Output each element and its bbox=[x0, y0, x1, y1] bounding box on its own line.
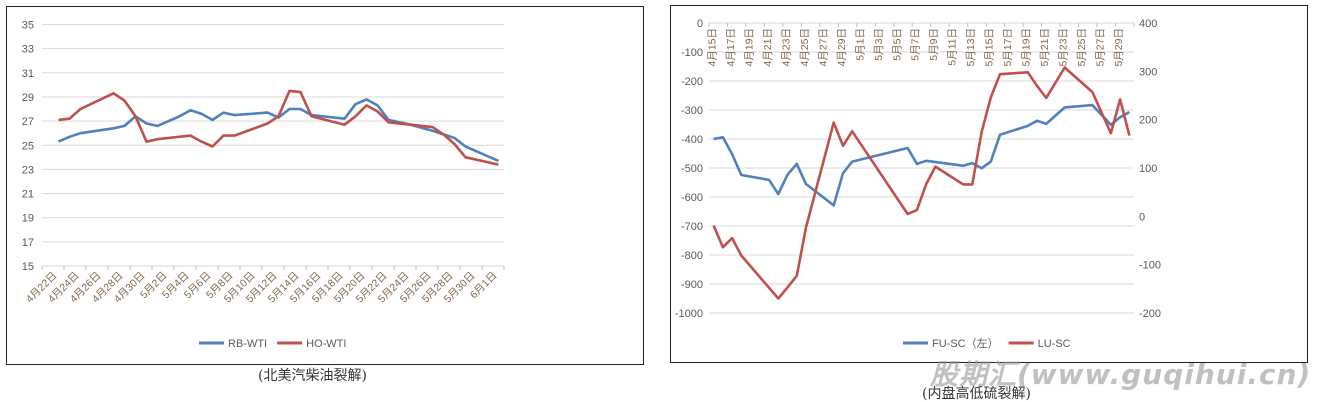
x-tick-label: 4月27日 bbox=[817, 28, 829, 67]
legend-label: HO-WTI bbox=[306, 338, 346, 350]
y-left-tick-label: -200 bbox=[681, 76, 703, 88]
x-tick-label: 5月1日 bbox=[854, 28, 866, 61]
x-tick-label: 5月9日 bbox=[928, 28, 940, 61]
y-tick-label: 25 bbox=[22, 140, 34, 152]
y-left-tick-label: -900 bbox=[681, 279, 703, 291]
y-left-tick-label: -400 bbox=[681, 134, 703, 146]
y-left-tick-label: -700 bbox=[681, 221, 703, 233]
y-left-tick-label: -500 bbox=[681, 163, 703, 175]
y-tick-label: 27 bbox=[22, 116, 34, 128]
x-tick-label: 5月21日 bbox=[1039, 28, 1051, 67]
x-tick-label: 5月23日 bbox=[1058, 28, 1070, 67]
y-right-tick-label: 0 bbox=[1139, 211, 1145, 223]
x-tick-label: 5月19日 bbox=[1021, 28, 1033, 67]
y-tick-label: 17 bbox=[22, 237, 34, 249]
y-right-tick-label: 100 bbox=[1139, 163, 1157, 175]
x-tick-label: 5月3日 bbox=[873, 28, 885, 61]
x-tick-label: 5月27日 bbox=[1095, 28, 1107, 67]
y-left-tick-label: 0 bbox=[697, 18, 703, 30]
y-right-tick-label: 400 bbox=[1139, 18, 1157, 30]
y-tick-label: 21 bbox=[22, 189, 34, 201]
y-left-tick-label: -100 bbox=[681, 47, 703, 59]
line-chart-north-america-cracks: 15171921232527293133354月22日4月24日4月26日4月2… bbox=[22, 20, 505, 350]
x-tick-label: 4月21日 bbox=[762, 28, 774, 67]
y-left-tick-label: -800 bbox=[681, 250, 703, 262]
x-tick-label: 4月25日 bbox=[799, 28, 811, 67]
chart-caption: (北美汽柴油裂解) bbox=[258, 368, 367, 384]
y-tick-label: 15 bbox=[22, 261, 34, 273]
y-tick-label: 31 bbox=[22, 68, 34, 80]
legend-label: LU-SC bbox=[1038, 338, 1071, 350]
y-left-tick-label: -600 bbox=[681, 192, 703, 204]
legend-label: FU-SC（左） bbox=[932, 337, 999, 350]
watermark-logo: 股期汇(www.guqihui.cn) bbox=[930, 358, 1312, 391]
x-tick-label: 4月23日 bbox=[780, 28, 792, 67]
line-chart-domestic-sulfur-cracks: 0 -100 -200 -300 -400 -500 -600 -700 -800 -900 -10… bbox=[675, 18, 1161, 350]
legend-label: RB-WTI bbox=[228, 338, 267, 350]
y-tick-label: 35 bbox=[22, 20, 34, 32]
chart-caption: (内盘高低硫裂解) bbox=[922, 386, 1031, 402]
y-right-tick-label: 200 bbox=[1139, 115, 1157, 127]
chart-panel-domestic-sulfur-cracks: 0 -100 -200 -300 -400 -500 -600 -700 -800 -900 -10… bbox=[670, 5, 1308, 363]
x-tick-label: 5月15日 bbox=[984, 28, 996, 67]
y-left-tick-label: -1000 bbox=[675, 308, 703, 320]
x-tick-label: 4月15日 bbox=[706, 28, 718, 67]
x-tick-label: 5月17日 bbox=[1002, 28, 1014, 67]
x-tick-label: 5月5日 bbox=[891, 28, 903, 61]
x-tick-label: 5月7日 bbox=[910, 28, 922, 61]
y-tick-label: 33 bbox=[22, 44, 34, 56]
x-tick-label: 5月13日 bbox=[965, 28, 977, 67]
series-line-ho-wti bbox=[58, 89, 499, 166]
y-tick-label: 29 bbox=[22, 92, 34, 104]
x-tick-label: 4月19日 bbox=[743, 28, 755, 67]
x-tick-label: 4月17日 bbox=[725, 28, 737, 67]
chart-panel-north-america-cracks: 15 17 19 21 23 25 27 29 31 33 35 4月22日 4月24日 4月26日 4月2… bbox=[6, 6, 644, 365]
y-right-tick-label: -100 bbox=[1139, 260, 1161, 272]
y-right-tick-label: -200 bbox=[1139, 308, 1161, 320]
x-tick-label: 5月11日 bbox=[947, 28, 959, 66]
y-right-tick-label: 300 bbox=[1139, 66, 1157, 78]
x-tick-label: 5月25日 bbox=[1076, 28, 1088, 67]
series-line-rb-wti bbox=[57, 98, 500, 163]
series-line-fu-sc bbox=[713, 103, 1131, 207]
x-tick-label: 5月29日 bbox=[1113, 28, 1125, 67]
x-tick-label: 4月29日 bbox=[836, 28, 848, 67]
y-tick-label: 23 bbox=[22, 164, 34, 176]
y-tick-label: 19 bbox=[22, 213, 34, 225]
series-line-lu-sc bbox=[712, 66, 1131, 300]
y-left-tick-label: -300 bbox=[681, 105, 703, 117]
